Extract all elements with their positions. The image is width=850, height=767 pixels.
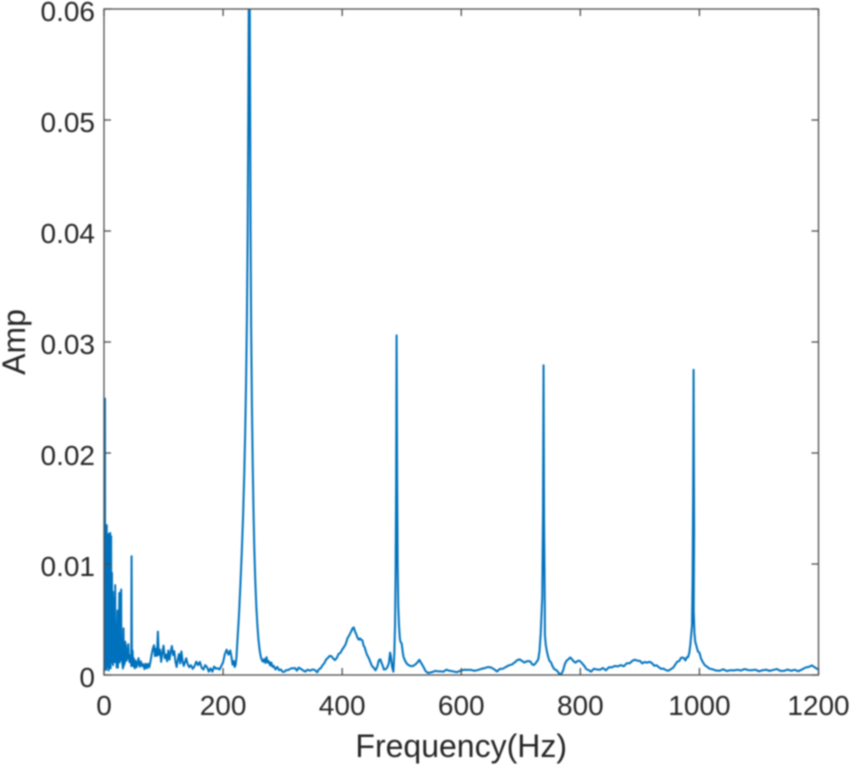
svg-text:0.02: 0.02: [41, 440, 96, 471]
svg-text:0.04: 0.04: [41, 218, 96, 249]
svg-text:0: 0: [79, 662, 95, 693]
svg-text:0.01: 0.01: [41, 551, 96, 582]
svg-text:1200: 1200: [787, 690, 849, 721]
svg-text:800: 800: [557, 690, 604, 721]
svg-text:Amp: Amp: [0, 309, 32, 375]
svg-text:1000: 1000: [668, 690, 730, 721]
svg-text:Frequency(Hz): Frequency(Hz): [355, 728, 567, 764]
svg-text:0.06: 0.06: [41, 0, 96, 27]
svg-text:0: 0: [96, 690, 112, 721]
svg-text:200: 200: [200, 690, 247, 721]
svg-text:0.03: 0.03: [41, 329, 96, 360]
svg-text:0.05: 0.05: [41, 107, 96, 138]
svg-text:600: 600: [438, 690, 485, 721]
svg-text:400: 400: [319, 690, 366, 721]
